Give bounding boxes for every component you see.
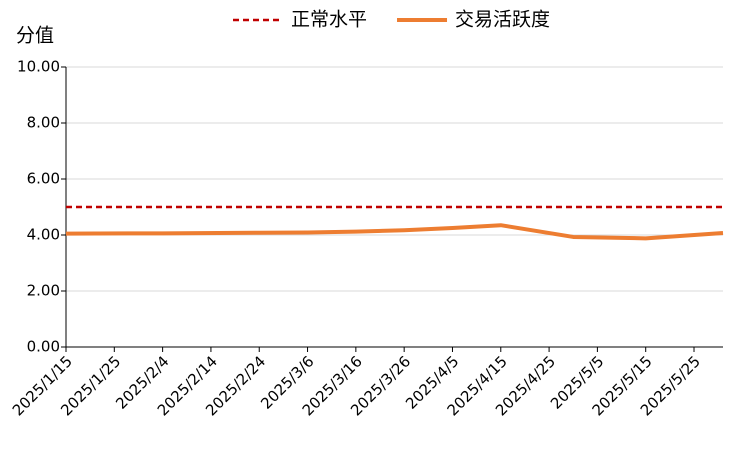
- y-tick-label: 8.00: [27, 114, 60, 132]
- y-tick-label: 2.00: [27, 282, 60, 300]
- series-line: [65, 223, 724, 241]
- y-tick-label: 4.00: [27, 226, 60, 244]
- y-tick-label: 10.00: [17, 58, 60, 76]
- y-axis-title: 分值: [16, 25, 54, 47]
- y-tick-label: 0.00: [27, 338, 60, 356]
- legend-label: 正常水平: [291, 9, 367, 31]
- y-tick-label: 6.00: [27, 170, 60, 188]
- legend-label: 交易活跃度: [455, 9, 550, 31]
